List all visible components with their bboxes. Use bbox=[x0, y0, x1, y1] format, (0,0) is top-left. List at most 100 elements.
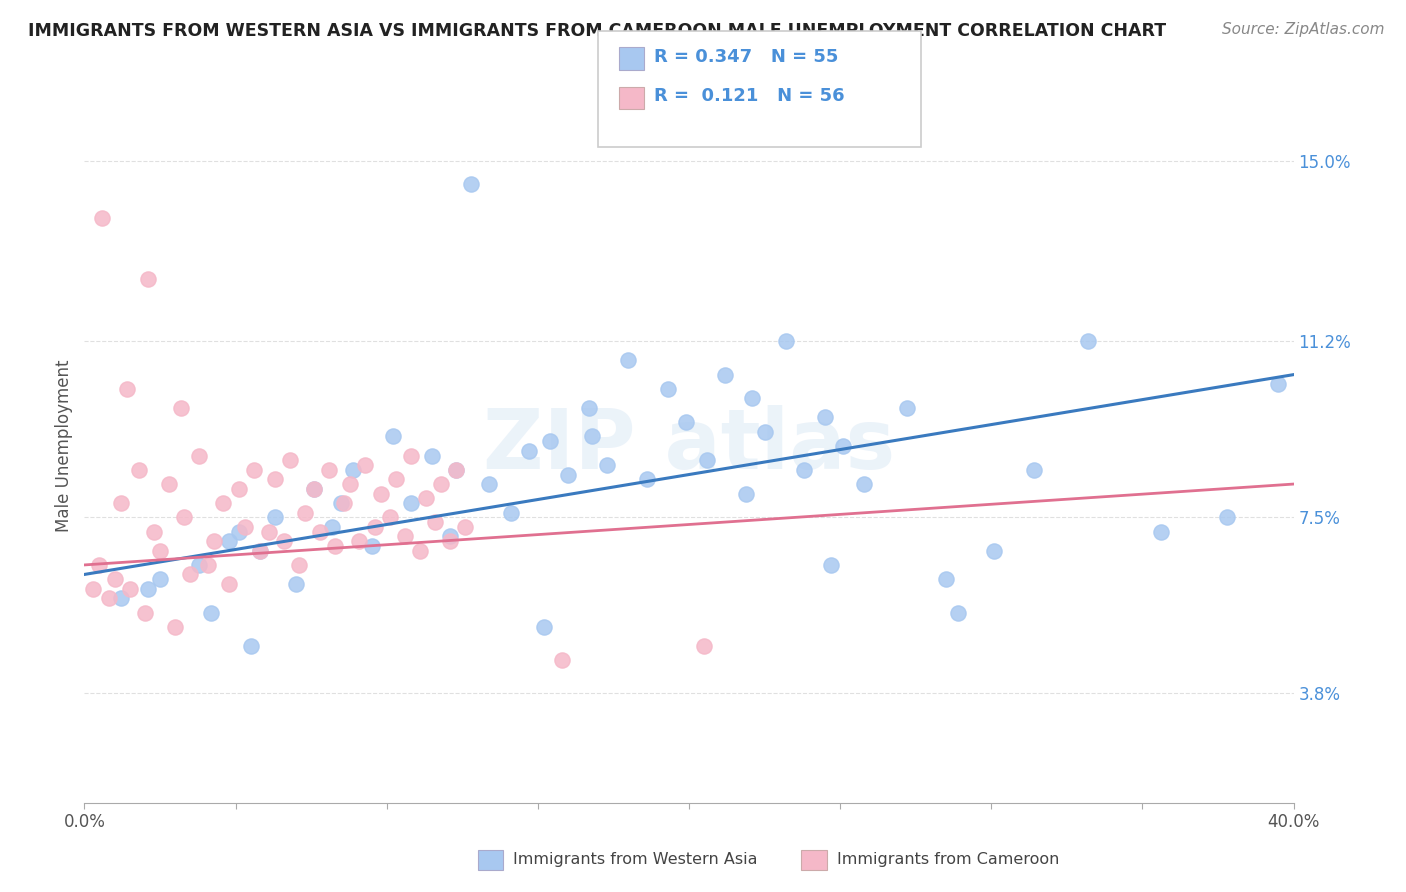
Point bbox=[134, 606, 156, 620]
Point bbox=[288, 558, 311, 572]
Point bbox=[693, 639, 716, 653]
Point bbox=[409, 543, 432, 558]
Point bbox=[814, 410, 837, 425]
Point bbox=[714, 368, 737, 382]
Y-axis label: Male Unemployment: Male Unemployment bbox=[55, 359, 73, 533]
Point bbox=[200, 606, 222, 620]
Point bbox=[439, 529, 461, 543]
Point bbox=[793, 463, 815, 477]
Point bbox=[853, 477, 876, 491]
Point bbox=[82, 582, 104, 596]
Point bbox=[149, 543, 172, 558]
Point bbox=[110, 591, 132, 606]
Point bbox=[696, 453, 718, 467]
Point bbox=[263, 510, 285, 524]
Point bbox=[384, 472, 406, 486]
Point bbox=[321, 520, 343, 534]
Point bbox=[228, 482, 250, 496]
Point bbox=[596, 458, 619, 472]
Point bbox=[285, 577, 308, 591]
Point bbox=[360, 539, 382, 553]
Point bbox=[423, 515, 446, 529]
Point bbox=[983, 543, 1005, 558]
Point bbox=[657, 382, 679, 396]
Point bbox=[170, 401, 193, 415]
Point bbox=[278, 453, 301, 467]
Point bbox=[302, 482, 325, 496]
Point bbox=[157, 477, 180, 491]
Point bbox=[323, 539, 346, 553]
Text: ZIP atlas: ZIP atlas bbox=[482, 406, 896, 486]
Point bbox=[97, 591, 120, 606]
Point bbox=[149, 572, 172, 586]
Text: Immigrants from Cameroon: Immigrants from Cameroon bbox=[837, 853, 1059, 867]
Point bbox=[136, 272, 159, 286]
Point bbox=[173, 510, 195, 524]
Point bbox=[420, 449, 443, 463]
Point bbox=[188, 449, 211, 463]
Point bbox=[735, 486, 758, 500]
Point bbox=[104, 572, 127, 586]
Point bbox=[228, 524, 250, 539]
Point bbox=[294, 506, 316, 520]
Point bbox=[946, 606, 969, 620]
Point bbox=[309, 524, 332, 539]
Text: Immigrants from Western Asia: Immigrants from Western Asia bbox=[513, 853, 758, 867]
Point bbox=[218, 577, 240, 591]
Point bbox=[273, 534, 295, 549]
Point bbox=[136, 582, 159, 596]
Point bbox=[460, 178, 482, 192]
Point bbox=[302, 482, 325, 496]
Point bbox=[675, 415, 697, 429]
Point bbox=[775, 334, 797, 349]
Point bbox=[118, 582, 141, 596]
Point bbox=[339, 477, 361, 491]
Point bbox=[636, 472, 658, 486]
Point bbox=[249, 543, 271, 558]
Point bbox=[1077, 334, 1099, 349]
Point bbox=[212, 496, 235, 510]
Point bbox=[378, 510, 401, 524]
Point bbox=[354, 458, 377, 472]
Point bbox=[1022, 463, 1045, 477]
Point bbox=[349, 534, 371, 549]
Point bbox=[257, 524, 280, 539]
Point bbox=[202, 534, 225, 549]
Point bbox=[533, 620, 555, 634]
Point bbox=[415, 491, 437, 506]
Point bbox=[832, 439, 855, 453]
Point bbox=[128, 463, 150, 477]
Point bbox=[517, 443, 540, 458]
Point bbox=[581, 429, 603, 443]
Text: Source: ZipAtlas.com: Source: ZipAtlas.com bbox=[1222, 22, 1385, 37]
Point bbox=[617, 353, 640, 368]
Point bbox=[557, 467, 579, 482]
Point bbox=[399, 449, 422, 463]
Point bbox=[935, 572, 957, 586]
Point bbox=[478, 477, 501, 491]
Point bbox=[754, 425, 776, 439]
Text: R = 0.347   N = 55: R = 0.347 N = 55 bbox=[654, 47, 838, 66]
Point bbox=[89, 558, 111, 572]
Point bbox=[439, 534, 461, 549]
Point bbox=[370, 486, 392, 500]
Point bbox=[1267, 377, 1289, 392]
Text: IMMIGRANTS FROM WESTERN ASIA VS IMMIGRANTS FROM CAMEROON MALE UNEMPLOYMENT CORRE: IMMIGRANTS FROM WESTERN ASIA VS IMMIGRAN… bbox=[28, 22, 1166, 40]
Point bbox=[165, 620, 187, 634]
Point bbox=[499, 506, 522, 520]
Point bbox=[142, 524, 165, 539]
Point bbox=[218, 534, 240, 549]
Point bbox=[578, 401, 600, 415]
Point bbox=[115, 382, 138, 396]
Point bbox=[333, 496, 356, 510]
Point bbox=[430, 477, 453, 491]
Point bbox=[394, 529, 416, 543]
Point bbox=[263, 472, 285, 486]
Point bbox=[249, 543, 271, 558]
Point bbox=[91, 211, 114, 225]
Point bbox=[454, 520, 477, 534]
Point bbox=[242, 463, 264, 477]
Point bbox=[538, 434, 561, 449]
Point bbox=[110, 496, 132, 510]
Point bbox=[444, 463, 467, 477]
